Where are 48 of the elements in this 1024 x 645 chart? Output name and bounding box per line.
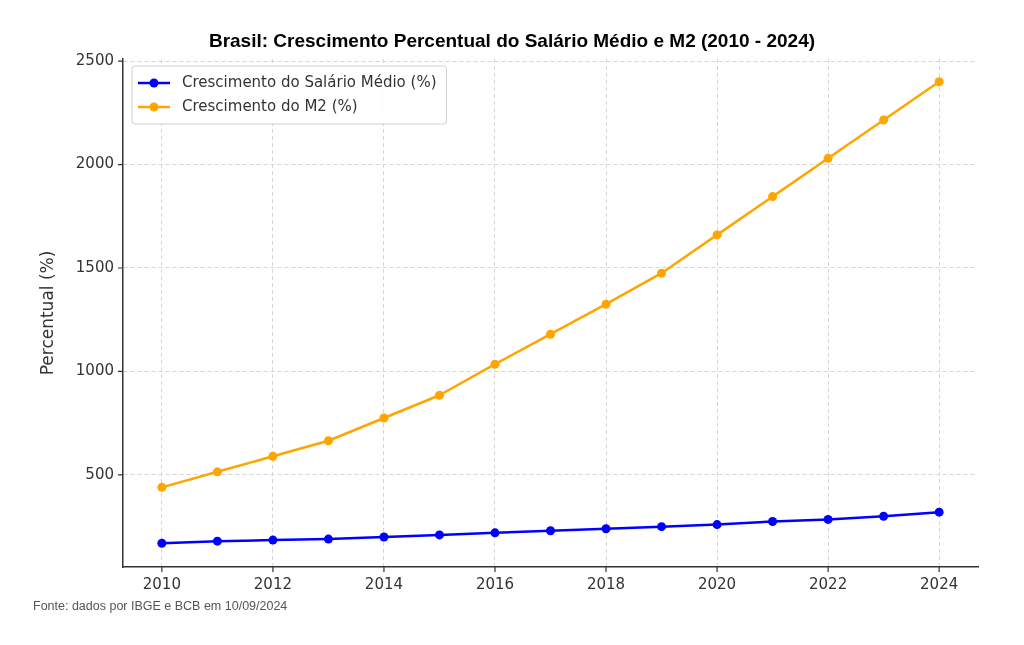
point [434,390,444,400]
x-tick-label: 2020 [697,574,737,593]
point [934,507,944,517]
point [712,520,722,530]
point [601,524,611,534]
point [323,436,333,446]
x-tick-label: 2022 [809,574,848,593]
point [379,413,389,423]
y-tick-label: 1500 [75,257,114,276]
point [490,528,500,538]
point [879,511,889,521]
point [212,536,222,546]
point [768,192,778,202]
point [712,230,722,240]
point [879,115,889,125]
point [490,359,500,369]
point [212,467,222,477]
legend-label: Crescimento do Salário Médio (%) [182,72,437,91]
x-tick-label: 2016 [475,574,515,593]
point [823,514,833,524]
y-tick-label: 2500 [75,50,114,69]
x-tick-label: 2012 [253,574,292,593]
x-tick-label: 2010 [142,574,181,593]
point [268,535,278,545]
point [657,522,667,532]
point [657,268,667,278]
point [268,451,278,461]
y-tick-label: 1000 [75,361,114,380]
point [157,482,167,492]
x-tick-label: 2024 [920,574,959,593]
point [823,153,833,163]
legend-label: Crescimento do M2 (%) [182,96,358,115]
point [601,299,611,309]
point [546,526,555,536]
point [379,532,389,542]
chart-title: Brasil: Crescimento Percentual do Salário Médio e M2 (2010 - 2024) [207,30,817,52]
y-axis-title: Percentual (%) [36,250,57,376]
point [546,329,555,339]
x-tick-label: 2014 [364,574,404,593]
point [768,516,778,526]
source-note: Fonte: dados por IBGE e BCB em 10/09/2024 [33,599,288,613]
y-tick-label: 500 [85,464,114,483]
y-tick-label: 2000 [75,154,114,173]
point [157,538,167,548]
x-tick-label: 2018 [586,574,626,593]
point [323,534,333,544]
point [934,77,944,87]
point [434,530,444,540]
